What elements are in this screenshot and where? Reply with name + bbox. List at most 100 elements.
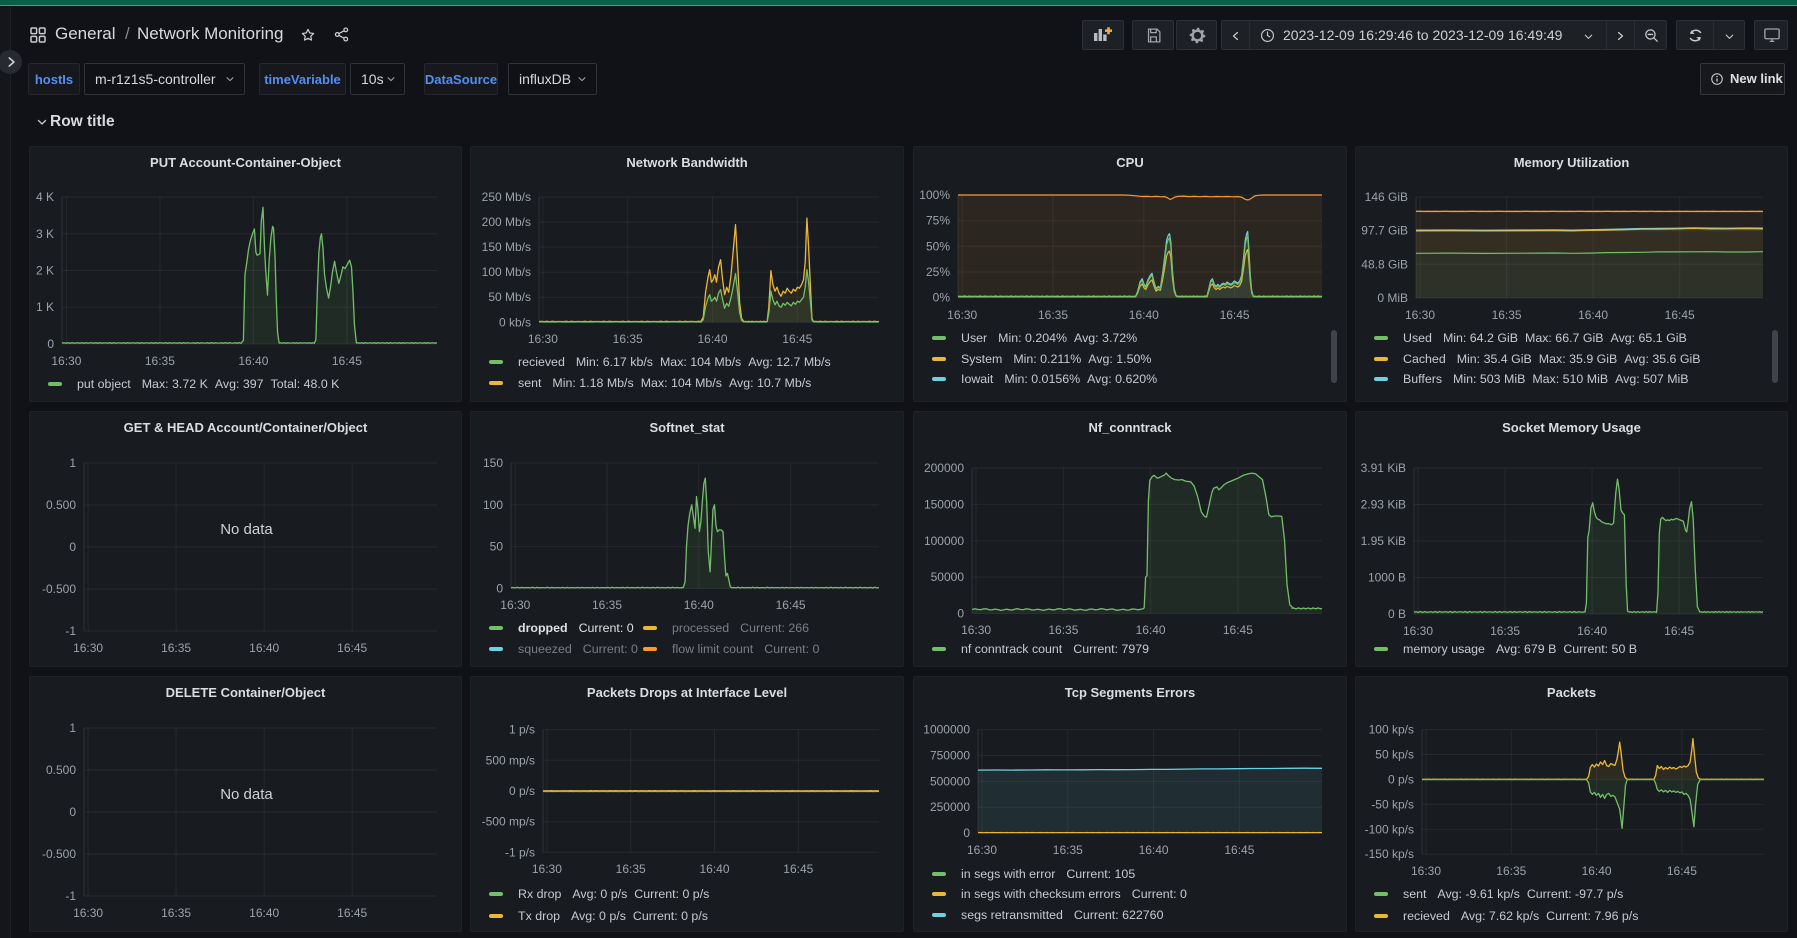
svg-text:16:30: 16:30 bbox=[528, 332, 558, 346]
svg-text:0: 0 bbox=[69, 805, 76, 819]
svg-text:-1: -1 bbox=[65, 624, 76, 638]
svg-text:200 Mb/s: 200 Mb/s bbox=[482, 215, 531, 229]
svg-text:0: 0 bbox=[496, 582, 503, 596]
svg-text:50000: 50000 bbox=[931, 570, 965, 584]
svg-text:16:40: 16:40 bbox=[697, 332, 727, 346]
svg-text:16:40: 16:40 bbox=[238, 354, 268, 368]
svg-text:-1 p/s: -1 p/s bbox=[505, 845, 535, 859]
svg-text:0: 0 bbox=[47, 337, 54, 351]
svg-text:16:40: 16:40 bbox=[1577, 624, 1607, 638]
svg-text:16:35: 16:35 bbox=[1048, 623, 1078, 637]
svg-text:1: 1 bbox=[69, 456, 76, 470]
svg-text:250000: 250000 bbox=[930, 800, 970, 814]
svg-text:0 p/s: 0 p/s bbox=[1388, 772, 1414, 786]
svg-text:1: 1 bbox=[69, 721, 76, 735]
svg-text:75%: 75% bbox=[926, 214, 950, 228]
svg-text:150: 150 bbox=[483, 456, 503, 470]
svg-text:1000000: 1000000 bbox=[923, 723, 970, 737]
svg-text:16:40: 16:40 bbox=[1139, 843, 1169, 857]
svg-text:1000 B: 1000 B bbox=[1368, 571, 1406, 585]
svg-text:100 Mb/s: 100 Mb/s bbox=[482, 265, 531, 279]
svg-text:16:30: 16:30 bbox=[961, 623, 991, 637]
svg-text:16:40: 16:40 bbox=[699, 862, 729, 876]
svg-text:0: 0 bbox=[69, 540, 76, 554]
svg-text:0 B: 0 B bbox=[1388, 607, 1406, 621]
svg-text:16:45: 16:45 bbox=[337, 906, 367, 920]
svg-text:16:45: 16:45 bbox=[1220, 308, 1250, 322]
svg-text:16:30: 16:30 bbox=[947, 308, 977, 322]
svg-text:16:45: 16:45 bbox=[776, 598, 806, 612]
svg-text:16:45: 16:45 bbox=[1667, 864, 1697, 878]
svg-text:-150 kp/s: -150 kp/s bbox=[1365, 847, 1414, 861]
svg-text:16:30: 16:30 bbox=[73, 906, 103, 920]
svg-text:16:35: 16:35 bbox=[592, 598, 622, 612]
svg-text:97.7 GiB: 97.7 GiB bbox=[1361, 224, 1408, 238]
svg-text:750000: 750000 bbox=[930, 749, 970, 763]
svg-text:-0.500: -0.500 bbox=[42, 847, 76, 861]
svg-text:2.93 KiB: 2.93 KiB bbox=[1361, 498, 1406, 512]
svg-text:16:40: 16:40 bbox=[1578, 308, 1608, 322]
svg-text:16:30: 16:30 bbox=[500, 598, 530, 612]
svg-text:50 Mb/s: 50 Mb/s bbox=[488, 290, 531, 304]
svg-text:16:30: 16:30 bbox=[967, 843, 997, 857]
svg-text:16:30: 16:30 bbox=[73, 641, 103, 655]
svg-text:16:35: 16:35 bbox=[161, 641, 191, 655]
svg-text:No data: No data bbox=[220, 786, 273, 803]
svg-text:0: 0 bbox=[963, 826, 970, 840]
svg-text:16:40: 16:40 bbox=[249, 641, 279, 655]
svg-text:16:40: 16:40 bbox=[1129, 308, 1159, 322]
svg-text:16:30: 16:30 bbox=[1411, 864, 1441, 878]
svg-text:16:35: 16:35 bbox=[1490, 624, 1520, 638]
svg-text:100000: 100000 bbox=[924, 534, 964, 548]
svg-text:-0.500: -0.500 bbox=[42, 582, 76, 596]
svg-text:16:35: 16:35 bbox=[161, 906, 191, 920]
svg-text:50: 50 bbox=[490, 540, 504, 554]
svg-text:-100 kp/s: -100 kp/s bbox=[1365, 822, 1414, 836]
svg-text:3.91 KiB: 3.91 KiB bbox=[1361, 461, 1406, 475]
svg-text:0.500: 0.500 bbox=[46, 498, 76, 512]
svg-text:200000: 200000 bbox=[924, 461, 964, 475]
svg-text:16:45: 16:45 bbox=[783, 862, 813, 876]
svg-text:16:35: 16:35 bbox=[1038, 308, 1068, 322]
svg-text:100: 100 bbox=[483, 498, 503, 512]
svg-text:250 Mb/s: 250 Mb/s bbox=[482, 190, 531, 204]
svg-text:16:45: 16:45 bbox=[337, 641, 367, 655]
svg-text:-50 kp/s: -50 kp/s bbox=[1371, 797, 1414, 811]
svg-text:16:40: 16:40 bbox=[684, 598, 714, 612]
svg-text:16:45: 16:45 bbox=[1223, 623, 1253, 637]
svg-text:16:35: 16:35 bbox=[616, 862, 646, 876]
svg-text:0 MiB: 0 MiB bbox=[1377, 291, 1408, 305]
svg-text:25%: 25% bbox=[926, 265, 950, 279]
svg-text:16:45: 16:45 bbox=[332, 354, 362, 368]
svg-text:-500 mp/s: -500 mp/s bbox=[482, 815, 535, 829]
svg-text:16:45: 16:45 bbox=[1664, 624, 1694, 638]
svg-text:16:35: 16:35 bbox=[1492, 308, 1522, 322]
svg-text:0.500: 0.500 bbox=[46, 763, 76, 777]
svg-text:16:40: 16:40 bbox=[249, 906, 279, 920]
svg-text:2 K: 2 K bbox=[36, 264, 54, 278]
svg-text:16:30: 16:30 bbox=[532, 862, 562, 876]
svg-text:No data: No data bbox=[220, 521, 273, 538]
svg-text:150000: 150000 bbox=[924, 497, 964, 511]
svg-text:1 K: 1 K bbox=[36, 300, 54, 314]
svg-text:16:45: 16:45 bbox=[1665, 308, 1695, 322]
svg-text:-1: -1 bbox=[65, 889, 76, 903]
svg-text:3 K: 3 K bbox=[36, 227, 54, 241]
svg-text:16:35: 16:35 bbox=[1053, 843, 1083, 857]
svg-text:16:30: 16:30 bbox=[1405, 308, 1435, 322]
svg-text:1.95 KiB: 1.95 KiB bbox=[1361, 534, 1406, 548]
svg-text:16:40: 16:40 bbox=[1582, 864, 1612, 878]
svg-text:1 p/s: 1 p/s bbox=[509, 723, 535, 737]
svg-text:500000: 500000 bbox=[930, 774, 970, 788]
svg-text:500 mp/s: 500 mp/s bbox=[486, 753, 535, 767]
svg-text:16:35: 16:35 bbox=[613, 332, 643, 346]
svg-text:0 kb/s: 0 kb/s bbox=[499, 315, 531, 329]
svg-text:0%: 0% bbox=[933, 291, 951, 305]
svg-text:48.8 GiB: 48.8 GiB bbox=[1361, 257, 1408, 271]
svg-text:50 kp/s: 50 kp/s bbox=[1375, 748, 1414, 762]
svg-text:146 GiB: 146 GiB bbox=[1365, 190, 1408, 204]
svg-text:100%: 100% bbox=[919, 188, 950, 202]
svg-text:16:30: 16:30 bbox=[51, 354, 81, 368]
svg-text:150 Mb/s: 150 Mb/s bbox=[482, 240, 531, 254]
svg-text:16:40: 16:40 bbox=[1136, 623, 1166, 637]
